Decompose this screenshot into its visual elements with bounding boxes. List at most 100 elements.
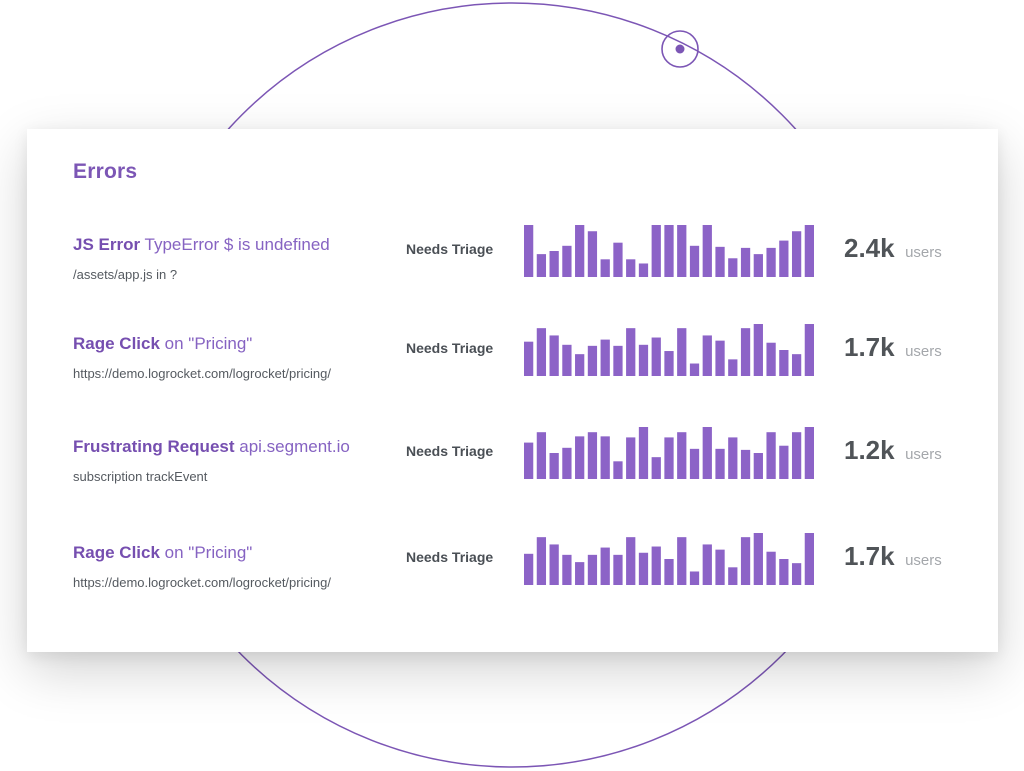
sparkline-bar (702, 427, 712, 479)
sparkline-bar (600, 339, 610, 376)
error-row[interactable]: Rage Click on "Pricing" https://demo.log… (27, 533, 998, 613)
sparkline-bar (766, 247, 776, 277)
sparkline-bar (664, 559, 674, 585)
sparkline-bar (728, 437, 738, 479)
sparkline-bar (753, 453, 763, 479)
sparkline-bar (613, 554, 623, 585)
sparkline-bar (651, 225, 661, 277)
sparkline-bar (549, 453, 559, 479)
user-count: 1.2k (844, 435, 895, 465)
sparkline-bar (536, 432, 547, 479)
error-row[interactable]: Frustrating Request api.segment.io subsc… (27, 427, 998, 507)
sparkline-bar (613, 242, 623, 277)
user-count: 1.7k (844, 332, 895, 362)
sparkline-bar (613, 461, 623, 479)
sparkline-bar (715, 549, 725, 585)
sparkline-bar (740, 537, 751, 585)
user-count-unit: users (905, 446, 942, 463)
error-title: Rage Click on "Pricing" (73, 334, 252, 354)
error-type: Frustrating Request (73, 437, 235, 456)
sparkline-bar (651, 337, 661, 376)
sparkline-bar (524, 442, 534, 479)
sparkline-bar (575, 436, 585, 479)
sparkline-bar (740, 328, 751, 376)
user-count: 1.7k (844, 541, 895, 571)
error-detail: TypeError $ is undefined (144, 235, 330, 254)
sparkline-bar (638, 427, 649, 479)
sparkline-bar (715, 246, 725, 277)
sparkline-bar (575, 354, 585, 376)
affected-users: 2.4k users (844, 233, 942, 264)
sparkline-bar (677, 225, 687, 277)
user-count-unit: users (905, 244, 942, 261)
error-row[interactable]: Rage Click on "Pricing" https://demo.log… (27, 324, 998, 404)
orbit-marker-dot-icon (675, 44, 685, 54)
sparkline-bar (728, 258, 738, 277)
sparkline-bar (753, 254, 763, 277)
status-label: Needs Triage (406, 340, 494, 356)
sparkline-bar (613, 345, 623, 376)
sparkline-bar (664, 225, 674, 277)
error-subtitle: https://demo.logrocket.com/logrocket/pri… (73, 575, 331, 590)
sparkline-bar (536, 254, 547, 277)
error-sparkline (524, 225, 814, 277)
sparkline-bar (638, 263, 649, 277)
error-type: Rage Click (73, 334, 160, 353)
error-detail: api.segment.io (239, 437, 350, 456)
sparkline-bar (791, 563, 802, 585)
sparkline-bar (702, 544, 712, 585)
sparkline-bar (677, 432, 687, 479)
sparkline-bar (587, 345, 598, 376)
sparkline-bar (575, 225, 585, 277)
error-subtitle: subscription trackEvent (73, 469, 208, 484)
sparkline-bar (753, 533, 763, 585)
error-row[interactable]: JS Error TypeError $ is undefined /asset… (27, 225, 998, 305)
sparkline-bar (804, 533, 814, 585)
sparkline-bar (689, 363, 700, 376)
sparkline-bar (779, 240, 789, 277)
orbit-marker-ring-icon (661, 30, 699, 68)
sparkline-bar (664, 437, 674, 479)
sparkline-bar (587, 231, 598, 277)
sparkline-bar (779, 445, 789, 479)
status-label: Needs Triage (406, 241, 494, 257)
sparkline-bar (549, 335, 559, 376)
sparkline-bar (626, 328, 636, 376)
sparkline-bar (766, 342, 776, 376)
sparkline-bar (587, 554, 598, 585)
sparkline-bar (549, 251, 559, 277)
sparkline-bar (536, 537, 547, 585)
sparkline-bar (626, 437, 636, 479)
card-title: Errors (73, 160, 138, 183)
sparkline-bar (791, 231, 802, 277)
sparkline-bar (549, 544, 559, 585)
sparkline-bar (562, 245, 572, 277)
user-count-unit: users (905, 343, 942, 360)
sparkline-bar (651, 457, 661, 479)
error-detail: on "Pricing" (164, 543, 253, 562)
sparkline-bar (766, 551, 776, 585)
sparkline-bar (562, 344, 572, 376)
sparkline-bar (587, 432, 598, 479)
user-count: 2.4k (844, 233, 895, 263)
sparkline-bar (562, 554, 572, 585)
sparkline-bar (689, 571, 700, 585)
sparkline-bar (600, 259, 610, 277)
sparkline-bar (524, 341, 534, 376)
sparkline-bar (715, 340, 725, 376)
error-type: JS Error (73, 235, 141, 254)
sparkline-bar (664, 351, 674, 376)
sparkline-bar (651, 546, 661, 585)
sparkline-bar (626, 259, 636, 277)
sparkline-bar (766, 432, 776, 479)
sparkline-bar (626, 537, 636, 585)
error-title: Frustrating Request api.segment.io (73, 437, 350, 457)
sparkline-bar (804, 225, 814, 277)
error-detail: on "Pricing" (164, 334, 253, 353)
sparkline-bar (779, 559, 789, 585)
sparkline-bar (740, 247, 751, 277)
sparkline-bar (562, 447, 572, 479)
sparkline-bar (638, 344, 649, 376)
sparkline-bar (791, 354, 802, 376)
sparkline-bar (728, 567, 738, 585)
